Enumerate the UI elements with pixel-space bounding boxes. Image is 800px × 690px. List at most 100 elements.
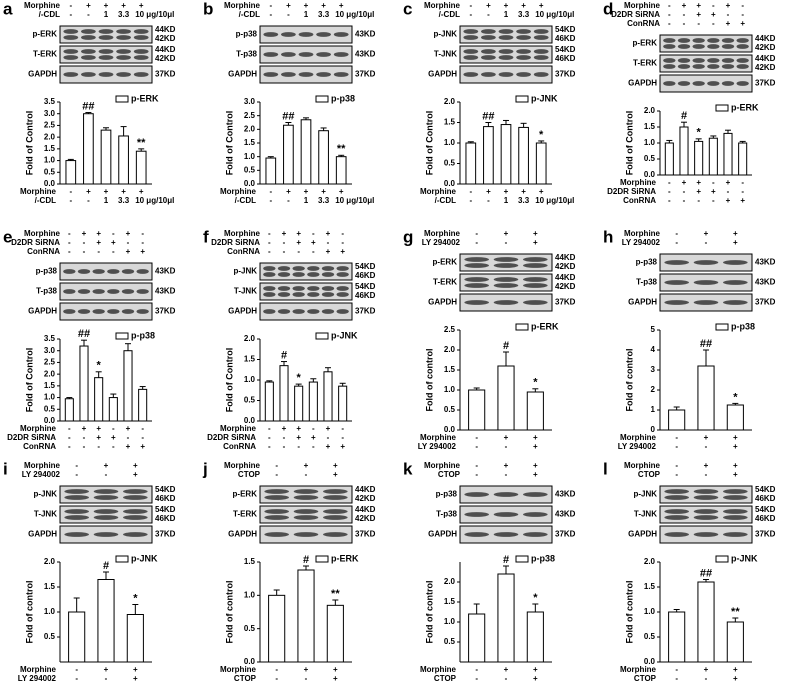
band (723, 260, 748, 265)
kd-label: 44KD (355, 505, 376, 514)
y-tick-label: 1.0 (444, 138, 456, 147)
y-tick-label: 2.5 (44, 121, 56, 130)
treatment-name: Morphine (224, 229, 261, 238)
treatment-mark: - (69, 1, 72, 10)
band (92, 309, 105, 314)
y-tick-label: 1.0 (244, 152, 256, 161)
treatment-mark: + (726, 178, 731, 187)
band (293, 509, 319, 514)
panel-label: g (403, 227, 413, 246)
band (293, 532, 319, 537)
y-axis-label: Fold of control (624, 349, 634, 412)
y-tick-label: 1.5 (444, 118, 456, 127)
treatment-mark: - (275, 470, 278, 479)
treatment-name: LY 294002 (18, 674, 57, 683)
treatment-mark: - (69, 187, 72, 196)
bar (668, 611, 686, 663)
band (63, 269, 76, 274)
y-tick-label: 1.0 (44, 393, 56, 402)
band (292, 292, 305, 297)
y-tick-label: 2.5 (244, 111, 256, 120)
band (692, 38, 705, 43)
band (516, 35, 531, 40)
band (523, 277, 548, 282)
treatment-mark: + (104, 665, 109, 674)
treatment-mark: + (133, 665, 138, 674)
treatment-mark: + (504, 187, 509, 196)
band (736, 58, 749, 63)
bar (65, 160, 77, 185)
treatment-mark: + (533, 442, 538, 451)
y-tick-label: 3.0 (44, 109, 56, 118)
band (693, 260, 719, 265)
y-tick-label: 0.5 (44, 404, 56, 413)
legend-label: p-JNK (331, 330, 358, 340)
band (464, 257, 489, 262)
bar (294, 385, 304, 422)
band (693, 509, 719, 514)
band (493, 532, 519, 537)
treatment-mark: 1 (304, 10, 309, 19)
treatment-mark: - (141, 229, 144, 238)
y-tick-label: 2.0 (644, 106, 656, 115)
blot-name: GAPDH (28, 307, 57, 316)
significance: ## (78, 328, 90, 340)
treatment-name: D2DR SiRNA (11, 238, 60, 247)
kd-label: 37KD (555, 530, 576, 539)
y-tick-label: 0.5 (44, 632, 56, 641)
band (93, 489, 119, 494)
band (463, 49, 479, 54)
band (481, 29, 496, 34)
bar (335, 156, 347, 185)
treatment-mark: + (326, 229, 331, 238)
significance: # (503, 340, 509, 352)
treatment-mark: 10 μg/10μl (335, 10, 374, 19)
band (121, 309, 135, 314)
treatment-name: D2DR SiRNA (607, 187, 656, 196)
kd-label: 44KD (555, 273, 576, 282)
treatment-mark: - (741, 1, 744, 10)
band (116, 49, 131, 54)
band (263, 292, 276, 297)
treatment-mark: - (705, 442, 708, 451)
y-tick-label: 1.5 (44, 582, 56, 591)
y-tick-label: 1.5 (444, 597, 456, 606)
kd-label: 42KD (355, 494, 376, 503)
band (81, 35, 96, 40)
treatment-mark: + (521, 187, 526, 196)
treatment-mark: 3.3 (518, 196, 530, 205)
band (92, 289, 105, 294)
y-tick-label: 2.0 (44, 369, 56, 378)
kd-label: 42KD (355, 514, 376, 523)
bar (279, 365, 289, 422)
treatment-mark: + (104, 1, 109, 10)
band (323, 532, 348, 537)
bar (126, 614, 144, 663)
band (307, 309, 320, 314)
treatment-name: ConRNA (227, 247, 260, 256)
treatment-mark: - (327, 433, 330, 442)
blot-name: T-JNK (634, 510, 657, 519)
band (721, 38, 735, 43)
band (333, 32, 349, 37)
band (98, 29, 114, 34)
treatment-mark: - (675, 665, 678, 674)
blot (659, 34, 753, 53)
blot (59, 25, 153, 44)
band (707, 38, 720, 43)
band (464, 263, 489, 268)
band (523, 532, 548, 537)
kd-label: 54KD (355, 282, 376, 291)
y-tick-label: 5 (651, 325, 656, 334)
treatment-mark: + (111, 238, 116, 247)
panel-label: c (403, 0, 412, 18)
y-tick-label: 0.0 (244, 416, 256, 425)
y-tick-label: 0.0 (444, 179, 456, 188)
treatment-mark: - (475, 442, 478, 451)
y-tick-label: 1.0 (644, 138, 656, 147)
bar (500, 124, 512, 185)
band (64, 489, 89, 494)
treatment-mark: + (140, 247, 145, 256)
treatment-mark: - (505, 674, 508, 683)
band (264, 509, 289, 514)
